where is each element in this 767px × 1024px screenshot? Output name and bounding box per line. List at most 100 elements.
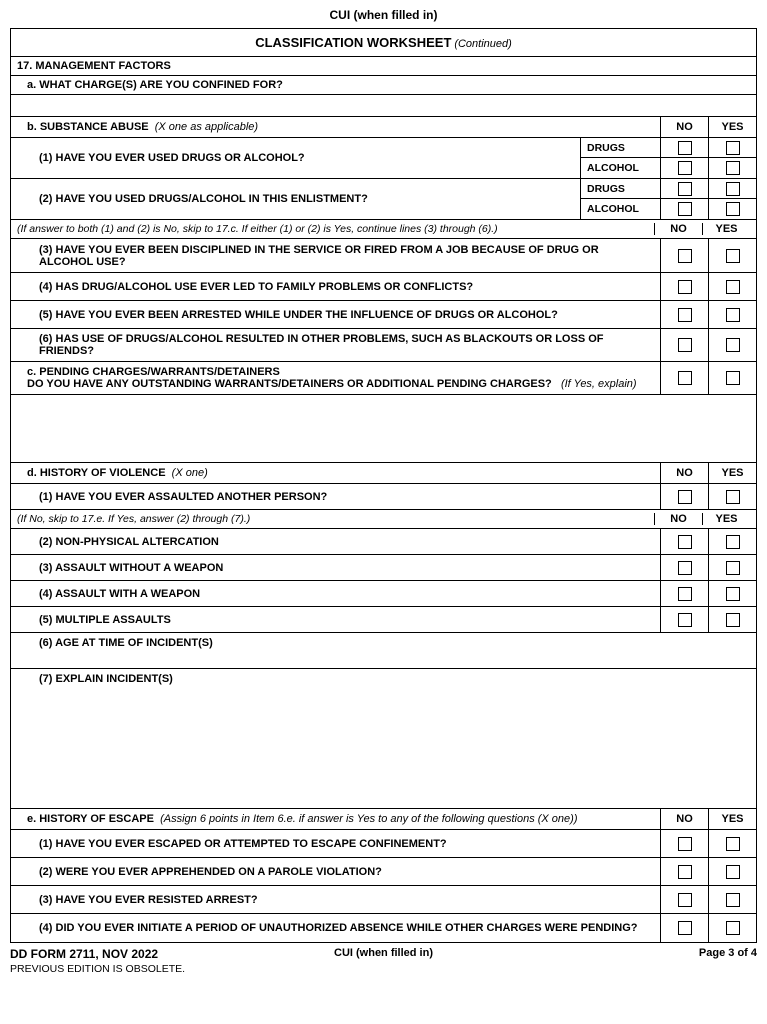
section-17-header: 17. MANAGEMENT FACTORS [11, 57, 756, 76]
cui-footer: CUI (when filled in) [259, 947, 508, 959]
d-q2-text: (2) NON-PHYSICAL ALTERCATION [11, 529, 660, 554]
b-skip-note-row: (If answer to both (1) and (2) is No, sk… [11, 220, 756, 239]
d-q4-row: (4) ASSAULT WITH A WEAPON [11, 581, 756, 607]
col-no: NO [660, 463, 708, 483]
e-q4-yes[interactable] [726, 921, 740, 935]
section-e-header: e. HISTORY OF ESCAPE [27, 813, 154, 825]
b-q1-text: (1) HAVE YOU EVER USED DRUGS OR ALCOHOL? [11, 138, 580, 178]
e-q4-row: (4) DID YOU EVER INITIATE A PERIOD OF UN… [11, 914, 756, 942]
b-q5-yes[interactable] [726, 308, 740, 322]
section-e-header-row: e. HISTORY OF ESCAPE (Assign 6 points in… [11, 809, 756, 830]
section-d-header: d. HISTORY OF VIOLENCE [27, 467, 166, 479]
e-q3-text: (3) HAVE YOU EVER RESISTED ARREST? [11, 886, 660, 913]
section-d-header-row: d. HISTORY OF VIOLENCE (X one) NO YES [11, 463, 756, 484]
e-q2-row: (2) WERE YOU EVER APPREHENDED ON A PAROL… [11, 858, 756, 886]
d-q7-area[interactable]: (7) EXPLAIN INCIDENT(S) [11, 669, 756, 809]
form-id: DD FORM 2711, NOV 2022 [10, 947, 259, 961]
e-q2-no[interactable] [678, 865, 692, 879]
b-q6-yes[interactable] [726, 338, 740, 352]
d-q2-yes[interactable] [726, 535, 740, 549]
section-b-header-row: b. SUBSTANCE ABUSE (X one as applicable)… [11, 117, 756, 138]
e-q1-yes[interactable] [726, 837, 740, 851]
e-q1-no[interactable] [678, 837, 692, 851]
d-skip-note-row: (If No, skip to 17.e. If Yes, answer (2)… [11, 510, 756, 529]
d-q1-yes[interactable] [726, 490, 740, 504]
form-title-suffix: (Continued) [454, 38, 511, 50]
section-c-hint: (If Yes, explain) [561, 378, 637, 390]
e-q4-text: (4) DID YOU EVER INITIATE A PERIOD OF UN… [11, 914, 660, 942]
col-no: NO [654, 223, 702, 235]
d-q4-yes[interactable] [726, 587, 740, 601]
section-b-hint: (X one as applicable) [155, 121, 258, 133]
d-q1-no[interactable] [678, 490, 692, 504]
b-q2-text: (2) HAVE YOU USED DRUGS/ALCOHOL IN THIS … [11, 179, 580, 219]
b-q2-drugs-label: DRUGS [580, 179, 660, 198]
title-row: CLASSIFICATION WORKSHEET (Continued) [11, 29, 756, 57]
b-q4-yes[interactable] [726, 280, 740, 294]
form-title: CLASSIFICATION WORKSHEET [255, 35, 451, 50]
b-q4-text: (4) HAS DRUG/ALCOHOL USE EVER LED TO FAM… [11, 273, 660, 300]
d-q2-no[interactable] [678, 535, 692, 549]
section-a-input-area[interactable] [11, 95, 756, 117]
b-q3-yes[interactable] [726, 249, 740, 263]
b-q1-drugs-yes[interactable] [726, 141, 740, 155]
section-c-explain-area[interactable] [11, 395, 756, 463]
section-c-header: c. PENDING CHARGES/WARRANTS/DETAINERS [27, 366, 654, 378]
d-q3-row: (3) ASSAULT WITHOUT A WEAPON [11, 555, 756, 581]
d-q3-yes[interactable] [726, 561, 740, 575]
b-q1-row: (1) HAVE YOU EVER USED DRUGS OR ALCOHOL?… [11, 138, 756, 179]
section-a-header: a. WHAT CHARGE(S) ARE YOU CONFINED FOR? [11, 76, 756, 95]
d-q5-yes[interactable] [726, 613, 740, 627]
col-yes: YES [702, 513, 750, 525]
b-q2-alcohol-label: ALCOHOL [580, 199, 660, 219]
d-q1-row: (1) HAVE YOU EVER ASSAULTED ANOTHER PERS… [11, 484, 756, 510]
c-no[interactable] [678, 371, 692, 385]
col-yes: YES [708, 463, 756, 483]
b-q2-row: (2) HAVE YOU USED DRUGS/ALCOHOL IN THIS … [11, 179, 756, 220]
d-q5-no[interactable] [678, 613, 692, 627]
d-q5-text: (5) MULTIPLE ASSAULTS [11, 607, 660, 632]
d-q3-no[interactable] [678, 561, 692, 575]
e-q2-text: (2) WERE YOU EVER APPREHENDED ON A PAROL… [11, 858, 660, 885]
e-q1-text: (1) HAVE YOU EVER ESCAPED OR ATTEMPTED T… [11, 830, 660, 857]
b-q5-no[interactable] [678, 308, 692, 322]
b-q1-drugs-label: DRUGS [580, 138, 660, 157]
b-q3-no[interactable] [678, 249, 692, 263]
section-e-hint: (Assign 6 points in Item 6.e. if answer … [160, 813, 577, 825]
b-q2-alcohol-no[interactable] [678, 202, 692, 216]
cui-header-top: CUI (when filled in) [10, 8, 757, 22]
c-yes[interactable] [726, 371, 740, 385]
d-q4-no[interactable] [678, 587, 692, 601]
b-q1-drugs-no[interactable] [678, 141, 692, 155]
b-skip-note: (If answer to both (1) and (2) is No, sk… [17, 223, 654, 235]
col-no: NO [660, 809, 708, 829]
col-yes: YES [702, 223, 750, 235]
section-b-header: b. SUBSTANCE ABUSE [27, 121, 149, 133]
page-number: Page 3 of 4 [508, 947, 757, 959]
b-q1-alcohol-yes[interactable] [726, 161, 740, 175]
section-c-row: c. PENDING CHARGES/WARRANTS/DETAINERS DO… [11, 362, 756, 395]
e-q2-yes[interactable] [726, 865, 740, 879]
e-q3-no[interactable] [678, 893, 692, 907]
b-q2-drugs-no[interactable] [678, 182, 692, 196]
d-q3-text: (3) ASSAULT WITHOUT A WEAPON [11, 555, 660, 580]
b-q1-alcohol-no[interactable] [678, 161, 692, 175]
e-q3-yes[interactable] [726, 893, 740, 907]
b-q6-text: (6) HAS USE OF DRUGS/ALCOHOL RESULTED IN… [11, 329, 660, 361]
form-container: CLASSIFICATION WORKSHEET (Continued) 17.… [10, 28, 757, 943]
e-q1-row: (1) HAVE YOU EVER ESCAPED OR ATTEMPTED T… [11, 830, 756, 858]
col-yes: YES [708, 809, 756, 829]
d-skip-note: (If No, skip to 17.e. If Yes, answer (2)… [17, 513, 654, 525]
b-q6-no[interactable] [678, 338, 692, 352]
b-q5-row: (5) HAVE YOU EVER BEEN ARRESTED WHILE UN… [11, 301, 756, 329]
b-q2-alcohol-yes[interactable] [726, 202, 740, 216]
b-q4-row: (4) HAS DRUG/ALCOHOL USE EVER LED TO FAM… [11, 273, 756, 301]
d-q6-area[interactable]: (6) AGE AT TIME OF INCIDENT(S) [11, 633, 756, 669]
b-q2-drugs-yes[interactable] [726, 182, 740, 196]
b-q4-no[interactable] [678, 280, 692, 294]
e-q4-no[interactable] [678, 921, 692, 935]
obsolete-note: PREVIOUS EDITION IS OBSOLETE. [10, 963, 259, 975]
col-yes: YES [708, 117, 756, 137]
e-q3-row: (3) HAVE YOU EVER RESISTED ARREST? [11, 886, 756, 914]
col-no: NO [654, 513, 702, 525]
